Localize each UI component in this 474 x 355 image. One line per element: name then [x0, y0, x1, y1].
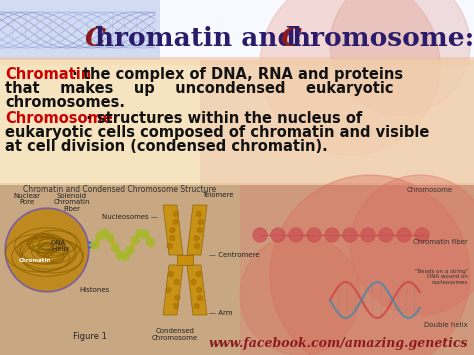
Circle shape [289, 228, 303, 242]
Circle shape [96, 232, 104, 240]
Text: Telomere: Telomere [202, 192, 234, 198]
Circle shape [174, 279, 179, 284]
Circle shape [7, 210, 87, 290]
Text: Chromosome: Chromosome [5, 111, 113, 126]
Text: Chromosome: Chromosome [407, 187, 453, 193]
Circle shape [361, 228, 375, 242]
Polygon shape [187, 205, 207, 255]
Text: Figure 1: Figure 1 [73, 332, 107, 341]
Circle shape [141, 230, 149, 239]
Text: Nucleosomes —: Nucleosomes — [102, 214, 158, 220]
Bar [0, 183, 474, 355]
Circle shape [307, 228, 321, 242]
Text: chromosomes.: chromosomes. [5, 95, 125, 110]
Circle shape [253, 228, 267, 242]
Text: hromosome:: hromosome: [291, 27, 474, 51]
Circle shape [167, 244, 172, 248]
Circle shape [260, 0, 440, 155]
Bar [200, 60, 474, 185]
Text: Chromatin: Chromatin [19, 257, 51, 262]
Text: — Centromere: — Centromere [209, 252, 259, 258]
Circle shape [415, 228, 429, 242]
Circle shape [194, 304, 199, 308]
Bar [0, 0, 474, 60]
Circle shape [168, 272, 173, 277]
Bar [0, 57, 474, 65]
Text: that    makes    up    uncondensed    eukaryotic: that makes up uncondensed eukaryotic [5, 81, 393, 96]
Circle shape [173, 304, 179, 308]
Circle shape [175, 295, 180, 300]
Text: DNA: DNA [50, 240, 65, 246]
Circle shape [5, 208, 89, 292]
Text: www.facebook.com/amazing.genetics: www.facebook.com/amazing.genetics [209, 337, 468, 350]
Circle shape [166, 288, 171, 293]
Circle shape [173, 212, 179, 217]
Bar [0, 0, 160, 60]
Text: — Arm: — Arm [209, 310, 233, 316]
Bar [177, 255, 193, 265]
Text: Solenoid
Chromatin
Fiber: Solenoid Chromatin Fiber [54, 193, 90, 212]
Circle shape [343, 228, 357, 242]
Polygon shape [187, 265, 207, 315]
Circle shape [121, 252, 129, 261]
Circle shape [131, 236, 139, 244]
Text: —Helix: —Helix [46, 246, 70, 252]
Circle shape [271, 228, 285, 242]
Circle shape [101, 229, 109, 237]
Text: Double helix: Double helix [424, 322, 468, 328]
Circle shape [126, 246, 134, 254]
Circle shape [170, 228, 175, 233]
Circle shape [397, 228, 411, 242]
Circle shape [194, 235, 199, 240]
Circle shape [197, 228, 202, 233]
Text: Chromatin: Chromatin [5, 67, 91, 82]
Text: "Beads on a string"
DNA wound on
nucleosomes: "Beads on a string" DNA wound on nucleos… [415, 269, 468, 285]
Circle shape [173, 219, 178, 224]
Circle shape [191, 279, 196, 284]
Circle shape [270, 175, 470, 355]
Circle shape [196, 212, 201, 217]
Text: Histones: Histones [80, 287, 110, 293]
Text: Chromatin fiber: Chromatin fiber [413, 239, 468, 245]
Circle shape [116, 251, 124, 259]
Circle shape [330, 0, 470, 115]
Text: · the complex of DNA, RNA and proteins: · the complex of DNA, RNA and proteins [67, 67, 403, 82]
Text: Chromatin and Condensed Chromosome Structure: Chromatin and Condensed Chromosome Struc… [23, 185, 217, 194]
Text: eukaryotic cells composed of chromatin and visible: eukaryotic cells composed of chromatin a… [5, 125, 429, 140]
Circle shape [325, 228, 339, 242]
Bar [240, 183, 474, 355]
Circle shape [170, 235, 174, 240]
Circle shape [91, 241, 99, 249]
Circle shape [350, 175, 474, 315]
Polygon shape [163, 265, 183, 315]
Text: at cell division (condensed chromatin).: at cell division (condensed chromatin). [5, 139, 328, 154]
Circle shape [106, 234, 114, 242]
Text: C: C [85, 27, 106, 51]
Text: · structures within the nucleus of: · structures within the nucleus of [81, 111, 362, 126]
Text: C: C [281, 27, 302, 51]
Bar [0, 60, 474, 185]
Circle shape [240, 235, 360, 355]
Circle shape [136, 230, 144, 238]
Text: Condensed
Chromosome: Condensed Chromosome [152, 328, 198, 341]
Circle shape [111, 244, 119, 251]
Circle shape [196, 272, 201, 277]
Circle shape [379, 228, 393, 242]
Text: hromatin and: hromatin and [95, 27, 305, 51]
Circle shape [197, 288, 201, 293]
Circle shape [198, 295, 202, 300]
Circle shape [146, 238, 154, 246]
Text: Nuclear
Pore: Nuclear Pore [13, 193, 40, 206]
Circle shape [195, 244, 200, 248]
Polygon shape [163, 205, 183, 255]
Circle shape [199, 219, 203, 224]
